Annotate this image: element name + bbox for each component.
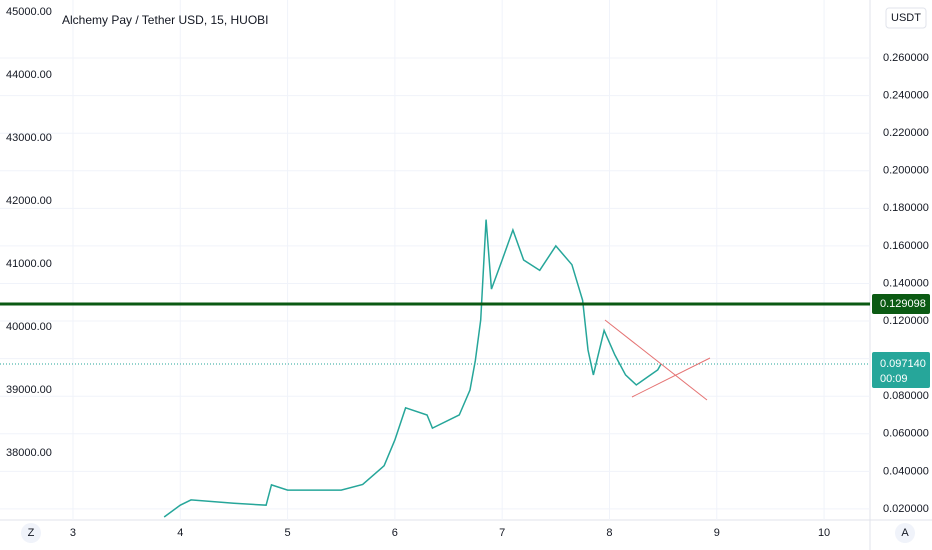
x-tick-label: 10 [818,527,830,539]
y-tick-label: 0.160000 [883,240,929,252]
y2-tick-label: 44000.00 [6,69,52,81]
last-price-box [872,352,930,388]
x-tick-label: 7 [499,527,505,539]
y-tick-label: 0.040000 [883,465,929,477]
zoom-button-label[interactable]: Z [28,527,35,539]
x-tick-label: 6 [392,527,398,539]
y2-tick-label: 43000.00 [6,132,52,144]
currency-label[interactable]: USDT [891,12,921,24]
trend-drawing [604,319,711,401]
x-tick-label: 5 [285,527,291,539]
y-tick-label: 0.240000 [883,90,929,102]
labels: 0.0200000.0400000.0600000.0800000.100000… [6,6,930,539]
level-price-label: 0.129098 [880,298,926,310]
y-tick-label: 0.220000 [883,127,929,139]
currency-button[interactable] [885,7,927,29]
zoom-button[interactable] [21,523,41,543]
price-line [163,219,662,518]
trend-line [631,357,711,398]
y2-tick-label: 42000.00 [6,195,52,207]
y2-tick-label: 39000.00 [6,384,52,396]
chart-title: Alchemy Pay / Tether USD, 15, HUOBI [62,13,269,27]
x-tick-label: 9 [714,527,720,539]
last-price-label: 0.097140 [880,358,926,370]
marks [0,219,870,518]
level-price-box [872,293,930,314]
countdown-label: 00:09 [880,373,908,385]
x-tick-label: 4 [177,527,183,539]
y-tick-label: 0.080000 [883,390,929,402]
trend-line [604,319,708,401]
x-tick-label: 3 [70,527,76,539]
y-tick-label: 0.120000 [883,315,929,327]
y-tick-label: 0.260000 [883,52,929,64]
auto-scale-label[interactable]: A [901,527,909,539]
y2-tick-label: 38000.00 [6,447,52,459]
y2-tick-label: 45000.00 [6,6,52,18]
grid [0,0,870,520]
y-tick-label: 0.020000 [883,503,929,515]
y-tick-label: 0.180000 [883,202,929,214]
y-tick-label: 0.200000 [883,165,929,177]
y2-tick-label: 40000.00 [6,321,52,333]
auto-scale-button[interactable] [895,523,915,543]
y2-tick-label: 41000.00 [6,258,52,270]
x-tick-label: 8 [606,527,612,539]
y-tick-label: 0.060000 [883,428,929,440]
y-tick-label: 0.140000 [883,277,929,289]
